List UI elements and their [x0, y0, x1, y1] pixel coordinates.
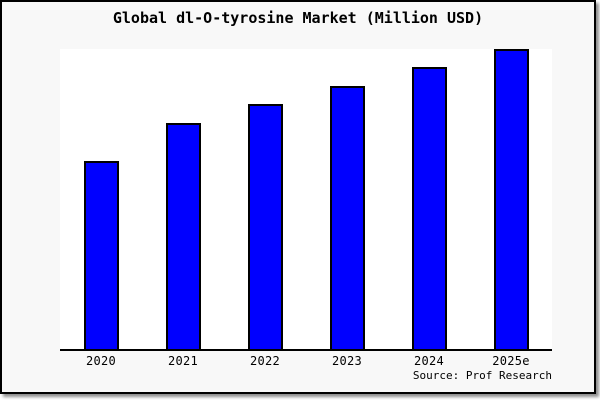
bar-slot [142, 49, 224, 349]
plot-area [60, 49, 552, 351]
x-axis-label-2022: 2022 [249, 354, 281, 368]
bar-slot [224, 49, 306, 349]
bar-2024 [411, 67, 447, 349]
source-credit: Source: Prof Research [412, 369, 552, 382]
x-axis-label-2021: 2021 [167, 354, 199, 368]
bar-slot [388, 49, 470, 349]
bar-slot [60, 49, 142, 349]
chart-title: Global dl-O-tyrosine Market (Million USD… [112, 9, 484, 27]
bar-slot [470, 49, 552, 349]
x-axis-labels: 2020 2021 2022 2023 2024 2025e [60, 354, 552, 368]
bar-2022 [247, 104, 283, 349]
x-axis-label-2024: 2024 [413, 354, 445, 368]
bar-2021 [165, 123, 201, 349]
bars-container [60, 49, 552, 349]
chart-card: Global dl-O-tyrosine Market (Million USD… [0, 0, 596, 394]
x-axis-label-2020: 2020 [85, 354, 117, 368]
bar-slot [306, 49, 388, 349]
x-axis-label-2025e: 2025e [492, 354, 530, 368]
x-axis-label-2023: 2023 [331, 354, 363, 368]
bar-2020 [83, 161, 119, 349]
bar-2025e [493, 49, 529, 349]
bar-2023 [329, 86, 365, 349]
